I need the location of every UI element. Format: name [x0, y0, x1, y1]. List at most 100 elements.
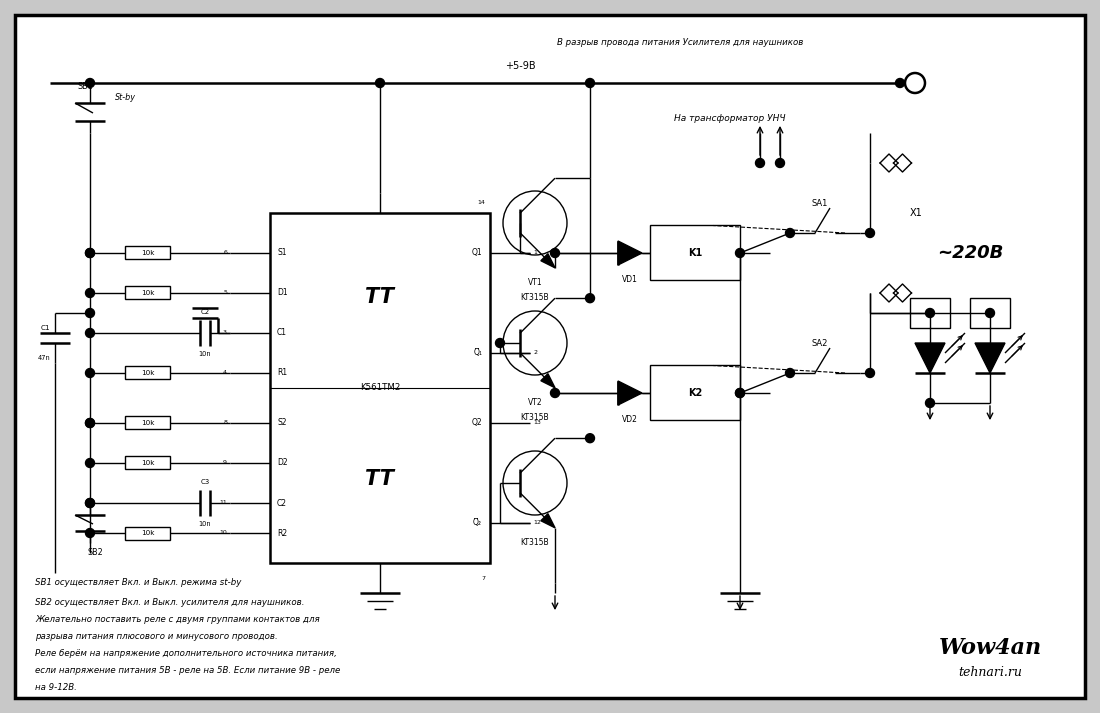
Circle shape	[776, 158, 784, 168]
Text: 10k: 10k	[141, 530, 154, 536]
Circle shape	[86, 249, 95, 257]
Text: SB2: SB2	[87, 548, 103, 557]
Text: KT315B: KT315B	[520, 293, 549, 302]
Text: VD1: VD1	[623, 275, 638, 284]
Circle shape	[585, 78, 594, 88]
Circle shape	[86, 309, 95, 317]
Bar	[650, 366, 740, 421]
Circle shape	[866, 228, 874, 237]
Circle shape	[585, 294, 594, 303]
Text: R2: R2	[277, 528, 287, 538]
Polygon shape	[618, 381, 642, 405]
Text: Q̅₁: Q̅₁	[473, 349, 482, 357]
Circle shape	[895, 78, 904, 88]
Bar	[970, 298, 1010, 328]
Text: 1: 1	[534, 250, 537, 255]
Text: C2: C2	[200, 309, 210, 315]
Circle shape	[86, 289, 95, 297]
Text: 5: 5	[223, 290, 227, 295]
Text: VT1: VT1	[528, 278, 542, 287]
Circle shape	[866, 369, 874, 377]
Text: На трансформатор УНЧ: На трансформатор УНЧ	[674, 114, 785, 123]
Text: R1: R1	[277, 369, 287, 377]
Polygon shape	[541, 513, 556, 528]
Circle shape	[785, 228, 794, 237]
Bar	[125, 526, 170, 540]
Text: 10k: 10k	[141, 420, 154, 426]
Text: +5-9B: +5-9B	[505, 61, 536, 71]
Text: K561TM2: K561TM2	[360, 384, 400, 392]
Text: VT2: VT2	[528, 398, 542, 407]
Text: X1: X1	[910, 208, 923, 218]
Text: 2: 2	[534, 351, 537, 356]
Circle shape	[736, 249, 745, 257]
Text: В разрыв провода питания Усилителя для наушников: В разрыв провода питания Усилителя для н…	[557, 39, 803, 48]
Text: TT: TT	[365, 469, 395, 489]
Text: KT315B: KT315B	[520, 413, 549, 422]
Text: 10k: 10k	[141, 370, 154, 376]
Circle shape	[86, 498, 95, 508]
Circle shape	[756, 158, 764, 168]
Text: 10: 10	[219, 530, 227, 535]
Circle shape	[86, 458, 95, 468]
Bar	[125, 247, 170, 260]
Polygon shape	[915, 343, 945, 373]
Text: Q1: Q1	[472, 249, 482, 257]
Text: 6: 6	[223, 250, 227, 255]
Bar	[650, 225, 740, 280]
Text: 10n: 10n	[199, 351, 211, 357]
Circle shape	[585, 434, 594, 443]
Circle shape	[86, 369, 95, 377]
Text: 10k: 10k	[141, 290, 154, 296]
Bar	[910, 298, 950, 328]
Text: S2: S2	[277, 419, 286, 428]
Circle shape	[495, 339, 505, 347]
Circle shape	[86, 78, 95, 88]
Text: 7: 7	[481, 575, 485, 580]
Circle shape	[86, 419, 95, 428]
Text: ~220B: ~220B	[937, 244, 1003, 262]
Text: C1: C1	[277, 329, 287, 337]
Text: 10k: 10k	[141, 250, 154, 256]
Text: Реле берём на напряжение дополнительного источника питания,: Реле берём на напряжение дополнительного…	[35, 649, 337, 658]
Text: 8: 8	[223, 421, 227, 426]
Circle shape	[986, 309, 994, 317]
Bar	[125, 287, 170, 299]
Text: KT315B: KT315B	[520, 538, 549, 547]
Circle shape	[375, 78, 385, 88]
Polygon shape	[541, 374, 556, 388]
Polygon shape	[618, 241, 642, 265]
Text: 3: 3	[223, 331, 227, 336]
Circle shape	[550, 389, 560, 398]
Text: 10n: 10n	[199, 521, 211, 527]
Polygon shape	[975, 343, 1005, 373]
Text: S1: S1	[277, 249, 286, 257]
Text: 11: 11	[219, 501, 227, 506]
Text: SB1 осуществляет Вкл. и Выкл. режима st-by: SB1 осуществляет Вкл. и Выкл. режима st-…	[35, 578, 241, 587]
Text: SA1: SA1	[812, 199, 828, 208]
Text: C3: C3	[200, 479, 210, 485]
Text: TT: TT	[365, 287, 395, 307]
Text: разрыва питания плюсового и минусового проводов.: разрыва питания плюсового и минусового п…	[35, 632, 277, 641]
Text: 12: 12	[534, 520, 541, 525]
Circle shape	[925, 309, 935, 317]
Circle shape	[86, 329, 95, 337]
Text: St-by: St-by	[116, 93, 136, 103]
Circle shape	[86, 498, 95, 508]
Circle shape	[925, 399, 935, 408]
Circle shape	[785, 369, 794, 377]
Text: K2: K2	[688, 388, 702, 398]
Text: если напряжение питания 5В - реле на 5В. Если питание 9В - реле: если напряжение питания 5В - реле на 5В.…	[35, 666, 340, 675]
Text: SB2 осуществляет Вкл. и Выкл. усилителя для наушников.: SB2 осуществляет Вкл. и Выкл. усилителя …	[35, 598, 305, 607]
Polygon shape	[541, 254, 556, 268]
Text: C2: C2	[277, 498, 287, 508]
Text: 14: 14	[477, 200, 485, 205]
Text: 13: 13	[534, 421, 541, 426]
Text: tehnari.ru: tehnari.ru	[958, 667, 1022, 679]
Text: D1: D1	[277, 289, 287, 297]
Bar	[125, 416, 170, 429]
Text: Желательно поставить реле с двумя группами контактов для: Желательно поставить реле с двумя группа…	[35, 615, 320, 624]
Circle shape	[736, 389, 745, 398]
Bar	[125, 366, 170, 379]
Bar	[270, 213, 490, 563]
